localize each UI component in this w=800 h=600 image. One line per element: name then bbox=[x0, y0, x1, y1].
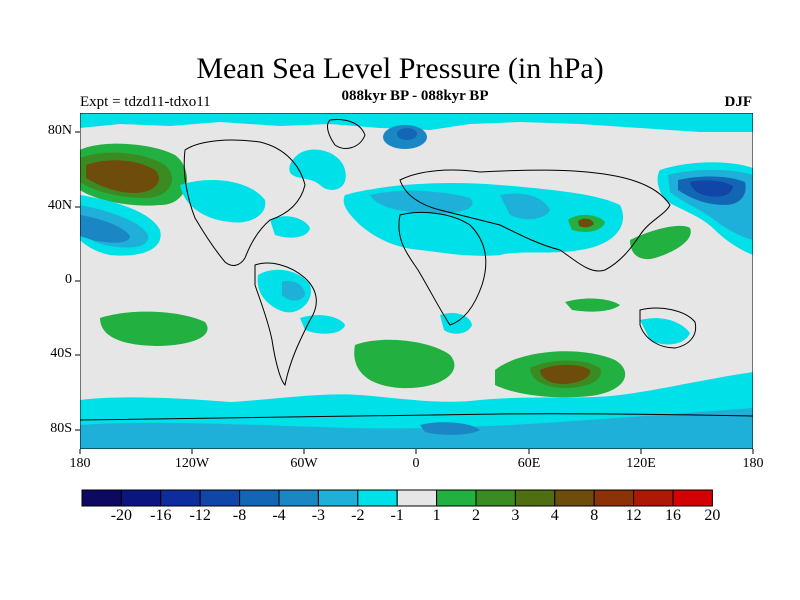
colorbar-box bbox=[672, 489, 713, 507]
colorbar bbox=[81, 489, 713, 507]
continental-outlines bbox=[80, 119, 753, 421]
southeast-asia-positive bbox=[630, 225, 691, 260]
north-atlantic-low-core bbox=[397, 128, 417, 140]
south-pacific-positive bbox=[100, 311, 208, 346]
colorbar-tick-label: -12 bbox=[189, 507, 211, 524]
colorbar-box bbox=[199, 489, 241, 507]
north-atlantic-cyan bbox=[289, 149, 346, 190]
colorbar-tick-label: 20 bbox=[704, 507, 721, 524]
lon-label-60w: 60W bbox=[290, 456, 318, 471]
indian-ocean-positive bbox=[565, 298, 620, 312]
map-ticks bbox=[75, 131, 754, 454]
colorbar-tick-label: 8 bbox=[590, 507, 599, 524]
experiment-label: Expt = tdzd11-tdxo11 bbox=[80, 94, 211, 110]
colorbar-box bbox=[436, 489, 477, 507]
antarctica-outline bbox=[80, 413, 753, 421]
colorbar-tick-label: -2 bbox=[351, 507, 365, 524]
south-atlantic-positive bbox=[354, 339, 455, 389]
colorbar-box bbox=[120, 489, 162, 507]
colorbar-tick-label: 16 bbox=[665, 507, 681, 524]
colorbar-tick-label: 2 bbox=[472, 507, 480, 524]
lon-label-180w: 180 bbox=[69, 456, 91, 471]
colorbar-tick-label: 1 bbox=[432, 507, 441, 524]
map-area bbox=[80, 113, 753, 449]
tibet-positive-core bbox=[578, 218, 594, 228]
australia-outline bbox=[639, 307, 697, 349]
map-subtitle: 088kyr BP - 088kyr BP bbox=[341, 88, 489, 104]
map-title: Mean Sea Level Pressure (in hPa) bbox=[196, 52, 604, 85]
colorbar-tick-label: 3 bbox=[511, 507, 520, 524]
south-america-cyan-core bbox=[282, 280, 305, 301]
colorbar-box bbox=[357, 489, 398, 507]
lon-label-120e: 120E bbox=[626, 456, 656, 471]
africa-outline bbox=[398, 211, 487, 326]
east-pacific-negative-core bbox=[80, 215, 130, 243]
lon-label-180e: 180 bbox=[742, 456, 764, 471]
colorbar-box bbox=[239, 489, 280, 507]
lat-label-80s: 80S bbox=[50, 421, 72, 436]
south-indian-high-core bbox=[540, 364, 591, 384]
colorbar-box bbox=[81, 489, 122, 507]
colorbar-box bbox=[593, 489, 635, 507]
lat-label-40n: 40N bbox=[47, 198, 72, 213]
lat-label-80n: 80N bbox=[47, 123, 72, 138]
colorbar-tick-label: 12 bbox=[625, 507, 642, 524]
colorbar-box bbox=[396, 489, 438, 507]
lat-label-40s: 40S bbox=[50, 346, 72, 361]
greenland-outline bbox=[327, 119, 366, 149]
lat-label-0: 0 bbox=[65, 272, 72, 287]
colorbar-box bbox=[278, 489, 319, 507]
colorbar-box bbox=[475, 489, 516, 507]
lon-label-0: 0 bbox=[412, 456, 420, 471]
northwest-pacific-negative-core bbox=[690, 180, 733, 197]
colorbar-tick-label: -1 bbox=[390, 507, 404, 524]
north-america-outline bbox=[183, 139, 306, 266]
atlantic-cyan-small bbox=[270, 216, 310, 238]
australia-cyan bbox=[640, 318, 690, 345]
lon-label-120w: 120W bbox=[174, 456, 210, 471]
north-pacific-high-core bbox=[86, 160, 159, 193]
southern-ocean-negative-core bbox=[420, 422, 480, 435]
central-asia-negative-mid bbox=[500, 193, 550, 220]
colorbar-tick-label: -20 bbox=[110, 507, 133, 524]
south-atlantic-cyan bbox=[300, 315, 345, 334]
colorbar-box bbox=[514, 489, 556, 507]
season-label: DJF bbox=[724, 94, 753, 110]
colorbar-tick-label: -8 bbox=[232, 507, 247, 524]
europe-negative-mid bbox=[370, 190, 473, 214]
colorbar-tick-label: -3 bbox=[311, 507, 326, 524]
arctic-negative-anomaly bbox=[80, 113, 753, 132]
colorbar-tick-label: 4 bbox=[550, 507, 559, 524]
colorbar-tick-label: -4 bbox=[272, 507, 286, 524]
eurasia-outline bbox=[399, 169, 671, 272]
south-africa-cyan bbox=[440, 313, 472, 334]
colorbar-box bbox=[160, 489, 201, 507]
north-america-cyan bbox=[180, 180, 266, 223]
south-america-outline bbox=[254, 262, 317, 387]
colorbar-box bbox=[633, 489, 674, 507]
lon-label-60e: 60E bbox=[517, 456, 541, 471]
colorbar-box bbox=[317, 489, 359, 507]
colorbar-tick-label: -16 bbox=[150, 507, 172, 524]
colorbar-box bbox=[554, 489, 595, 507]
southern-ocean-negative-mid bbox=[80, 408, 753, 449]
